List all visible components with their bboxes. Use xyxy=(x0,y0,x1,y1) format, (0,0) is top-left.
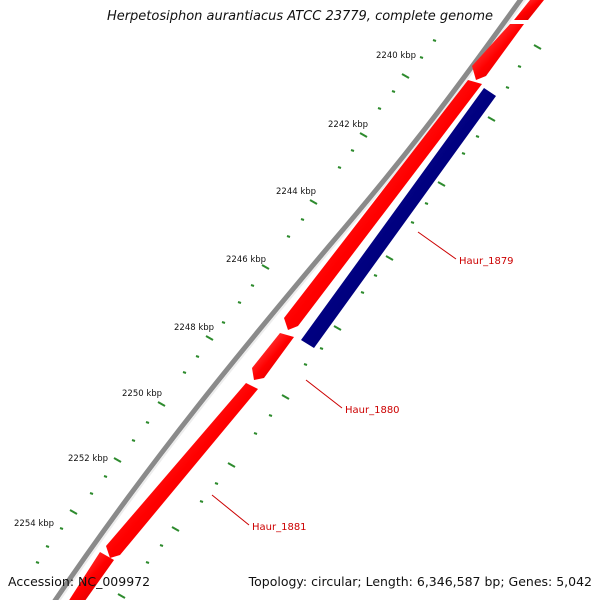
genome-title: Herpetosiphon aurantiacus ATCC 23779, co… xyxy=(106,9,494,24)
inner-tick xyxy=(437,181,446,187)
genome-summary-text: Topology: circular; Length: 6,346,587 bp… xyxy=(248,574,592,589)
scale-label-2246: 2246 kbp xyxy=(226,255,266,265)
leader-line-haur-1880 xyxy=(305,379,343,409)
scale-minor-tick xyxy=(221,321,226,324)
scale-minor-tick xyxy=(286,235,291,238)
inner-tick xyxy=(159,544,164,547)
inner-tick xyxy=(303,363,308,366)
inner-tick xyxy=(199,500,204,503)
scale-major-tick xyxy=(157,401,166,407)
scale-major-tick xyxy=(401,73,410,79)
inner-tick xyxy=(487,116,496,122)
gene-arrow-forward xyxy=(514,0,544,20)
inner-tick xyxy=(505,86,510,89)
gene-arrow-forward-long xyxy=(284,80,482,330)
scale-minor-tick xyxy=(195,355,200,358)
genome-backbone xyxy=(52,0,524,600)
gene-arrow-forward xyxy=(69,552,114,600)
leader-line-haur-1881 xyxy=(211,494,250,526)
scale-label-2248: 2248 kbp xyxy=(174,323,214,333)
scale-minor-tick xyxy=(131,439,136,442)
leader-line-haur-1879 xyxy=(417,231,457,260)
scale-minor-tick xyxy=(89,492,94,495)
genome-backbone-highlight xyxy=(58,0,527,600)
scale-label-2244: 2244 kbp xyxy=(276,187,316,197)
scale-major-tick xyxy=(113,457,122,463)
inner-tick xyxy=(253,432,258,435)
scale-ticks-inner xyxy=(117,44,542,599)
inner-tick xyxy=(461,152,466,155)
inner-tick xyxy=(214,482,219,485)
inner-tick xyxy=(333,325,342,331)
scale-minor-tick xyxy=(103,475,108,478)
scale-label-2250: 2250 kbp xyxy=(122,389,162,399)
scale-minor-tick xyxy=(145,421,150,424)
scale-major-tick xyxy=(261,264,270,270)
gene-label-leaders xyxy=(211,231,457,526)
inner-tick xyxy=(410,221,415,224)
scale-minor-tick xyxy=(300,218,305,221)
scale-label-2252: 2252 kbp xyxy=(68,454,108,464)
inner-tick xyxy=(475,135,480,138)
inner-tick xyxy=(227,462,236,468)
scale-minor-tick xyxy=(59,527,64,530)
gene-arrow-forward-haur-1881 xyxy=(106,383,258,558)
inner-tick xyxy=(319,347,324,350)
gene-arrow-forward-haur-1880 xyxy=(252,333,294,380)
scale-labels: 2240 kbp 2242 kbp 2244 kbp 2246 kbp 2248… xyxy=(14,51,416,529)
inner-tick xyxy=(360,291,365,294)
inner-tick xyxy=(145,561,150,564)
scale-major-tick xyxy=(359,132,368,138)
inner-tick xyxy=(517,65,522,68)
gene-arrow-forward xyxy=(472,24,524,80)
scale-minor-tick xyxy=(182,371,187,374)
scale-major-tick xyxy=(309,199,318,205)
gene-label-haur-1879[interactable]: Haur_1879 xyxy=(459,256,514,267)
scale-minor-tick xyxy=(237,301,242,304)
scale-minor-tick xyxy=(391,90,396,93)
inner-tick xyxy=(373,274,378,277)
inner-tick xyxy=(268,414,273,417)
scale-minor-tick xyxy=(250,284,255,287)
gene-label-haur-1880[interactable]: Haur_1880 xyxy=(345,405,400,416)
forward-strand-track xyxy=(69,0,544,600)
scale-ticks-outer xyxy=(35,39,437,564)
inner-tick xyxy=(171,526,180,532)
accession-text: Accession: NC_009972 xyxy=(8,574,151,589)
scale-minor-tick xyxy=(419,56,424,59)
scale-minor-tick xyxy=(350,149,355,152)
inner-tick xyxy=(424,202,429,205)
inner-tick xyxy=(281,394,290,400)
scale-minor-tick xyxy=(432,39,437,42)
inner-tick xyxy=(385,255,394,261)
scale-label-2242: 2242 kbp xyxy=(328,120,368,130)
scale-minor-tick xyxy=(45,545,50,548)
gene-label-haur-1881[interactable]: Haur_1881 xyxy=(252,522,307,533)
scale-label-2240: 2240 kbp xyxy=(376,51,416,61)
inner-tick xyxy=(117,593,126,599)
scale-minor-tick xyxy=(337,166,342,169)
scale-minor-tick xyxy=(377,107,382,110)
scale-major-tick xyxy=(205,335,214,341)
scale-major-tick xyxy=(69,509,78,515)
scale-label-2254: 2254 kbp xyxy=(14,519,54,529)
inner-tick xyxy=(533,44,542,50)
scale-minor-tick xyxy=(35,561,40,564)
gene-arrow-reverse-haur-1879 xyxy=(301,88,496,348)
